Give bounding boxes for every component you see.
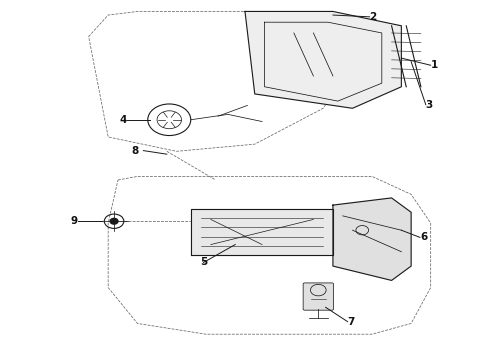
Text: 1: 1 <box>431 60 438 70</box>
FancyBboxPatch shape <box>303 283 333 310</box>
Text: 9: 9 <box>71 216 78 226</box>
Text: 2: 2 <box>369 12 377 22</box>
Polygon shape <box>191 209 333 255</box>
Text: 7: 7 <box>347 317 355 327</box>
Polygon shape <box>333 198 411 280</box>
Polygon shape <box>245 12 401 108</box>
Text: 3: 3 <box>426 100 433 110</box>
Text: 5: 5 <box>200 257 207 267</box>
Text: 4: 4 <box>120 115 127 125</box>
Text: 8: 8 <box>131 145 139 156</box>
Text: 6: 6 <box>420 232 427 242</box>
Circle shape <box>110 219 118 224</box>
